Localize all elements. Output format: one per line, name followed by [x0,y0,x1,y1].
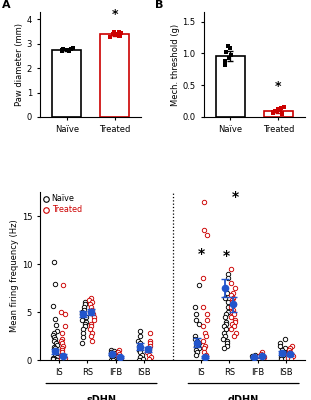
Text: dDHN: dDHN [228,395,259,400]
Text: sDHN: sDHN [86,395,117,400]
Bar [53,50,81,117]
Y-axis label: Paw diameter (mm): Paw diameter (mm) [15,23,24,106]
Text: B: B [156,0,164,10]
Text: *: * [275,80,281,93]
Bar [264,111,293,117]
Y-axis label: Mean firing frequency (Hz): Mean firing frequency (Hz) [10,220,19,332]
Text: *: * [232,190,239,204]
Bar [100,34,129,117]
Text: *: * [197,247,205,261]
Y-axis label: Mech. threshold (g): Mech. threshold (g) [171,24,180,106]
Text: *: * [112,8,118,20]
Text: A: A [2,0,11,10]
Text: *: * [223,249,230,263]
Legend: Naïve, Treated: Naïve, Treated [43,194,82,214]
Bar [216,56,245,117]
